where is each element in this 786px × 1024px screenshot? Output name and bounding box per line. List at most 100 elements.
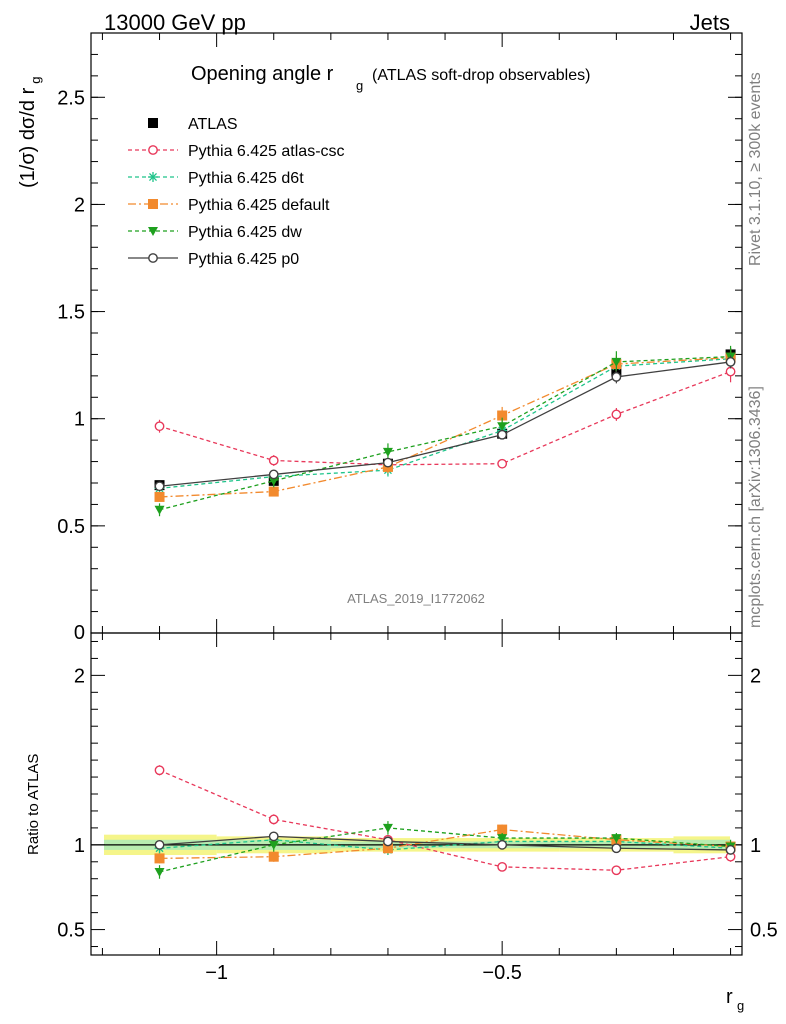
main-ylabel: (1/σ) dσ/d r g	[17, 77, 43, 189]
ratio-point	[497, 834, 508, 844]
legend: ATLAS Pythia 6.425 atlas-csc Pythia 6.425 …	[128, 116, 345, 268]
series-line	[159, 361, 731, 487]
data-point	[611, 409, 622, 420]
legend-label: Pythia 6.425 d6t	[188, 170, 304, 187]
title-main: Opening angle r	[191, 63, 334, 85]
data-point	[268, 486, 279, 497]
data-point	[497, 410, 508, 421]
header-right: Jets	[690, 10, 730, 35]
y-tick-label-right: 0.5	[750, 920, 778, 942]
x-tick-label: −0.5	[482, 962, 521, 984]
ratio-point	[268, 831, 279, 842]
legend-entry: Pythia 6.425 d6t	[128, 170, 304, 187]
legend-label: ATLAS	[188, 116, 238, 133]
ratio-line	[159, 769, 731, 871]
ratio-line	[159, 835, 731, 851]
data-point	[154, 491, 165, 502]
y-tick-label: 1	[74, 835, 85, 857]
ratio-line	[159, 827, 731, 873]
ratio-point	[725, 845, 736, 855]
legend-marker	[148, 172, 158, 182]
legend-label: Pythia 6.425 dw	[188, 224, 302, 241]
ratio-point	[497, 861, 508, 872]
ratio-point	[154, 853, 165, 864]
data-point	[725, 366, 736, 377]
legend-entry: Pythia 6.425 p0	[128, 251, 299, 268]
series-line	[159, 370, 731, 466]
ratio-point	[383, 836, 393, 847]
data-point	[611, 372, 622, 382]
xlabel-text: r	[726, 986, 733, 1008]
ratio-point	[611, 834, 622, 844]
y-tick-label: 2	[74, 665, 85, 687]
data-point	[382, 447, 393, 457]
main-ylabel-text: (1/σ) dσ/d r	[17, 87, 39, 188]
main-panel: 0.5 1 1.5 2 2.5 0	[57, 32, 743, 644]
legend-label: Pythia 6.425 atlas-csc	[188, 143, 345, 160]
ratio-point	[268, 840, 279, 850]
legend-entry: Pythia 6.425 default	[128, 197, 330, 214]
series-pythia-6-425-d6t	[154, 350, 736, 494]
series-pythia-6-425-dw	[154, 345, 736, 517]
series-line	[159, 355, 731, 511]
rivet-version-label: Rivet 3.1.10, ≥ 300k events	[747, 72, 764, 266]
data-point	[268, 476, 279, 486]
y-tick-label: 1	[74, 409, 85, 431]
plot-frame	[90, 632, 743, 956]
ratio-point	[382, 823, 393, 833]
ratio-point	[382, 843, 393, 854]
legend-marker	[148, 227, 158, 236]
ratio-series-pythia-6-425-p0	[154, 831, 736, 855]
ratio-point	[497, 839, 508, 850]
data-point	[154, 481, 165, 492]
data-point	[497, 429, 508, 440]
legend-marker	[148, 145, 158, 155]
legend-marker	[148, 118, 158, 128]
title-paren: (ATLAS soft-drop observables)	[372, 67, 590, 84]
data-point	[268, 469, 279, 480]
data-point	[497, 458, 508, 469]
series-pythia-6-425-p0	[154, 355, 736, 492]
ratio-point	[154, 839, 165, 850]
y-tick-label: 2.5	[57, 87, 85, 109]
chart-title: Opening angle r g (ATLAS soft-drop obser…	[191, 63, 590, 93]
ratio-point	[268, 814, 279, 825]
x-tick-label: −1	[205, 962, 228, 984]
y-tick-label: 1.5	[57, 302, 85, 324]
data-point	[154, 421, 165, 432]
legend-label: Pythia 6.425 default	[188, 197, 330, 214]
ratio-series-pythia-6-425-atlas-csc	[154, 765, 736, 876]
y-tick-label-right: 1	[750, 835, 761, 857]
y-tick-label: 0	[74, 622, 85, 644]
ratio-point	[611, 843, 622, 854]
series-atlas	[154, 348, 736, 491]
legend-entry: ATLAS	[148, 116, 238, 133]
data-point	[497, 422, 508, 432]
ratio-panel: 0.5 0.5 1 1 2 2 −1 −0.5	[57, 632, 778, 984]
data-point	[611, 357, 622, 367]
main-ylabel-sub: g	[28, 77, 43, 84]
legend-entry: Pythia 6.425 dw	[128, 224, 302, 241]
ratio-series-pythia-6-425-dw	[154, 821, 736, 879]
legend-marker	[148, 199, 158, 209]
xlabel: r g	[726, 986, 744, 1013]
title-sub: g	[356, 78, 363, 93]
ratio-point	[154, 867, 165, 877]
legend-label: Pythia 6.425 p0	[188, 251, 299, 268]
series-pythia-6-425-default	[154, 349, 736, 502]
analysis-watermark: ATLAS_2019_I1772062	[347, 591, 485, 606]
y-tick-label: 2	[74, 194, 85, 216]
series-line	[159, 356, 731, 498]
ratio-point	[268, 851, 279, 862]
y-tick-label: 0.5	[57, 920, 85, 942]
legend-marker	[148, 253, 158, 263]
header-left: 13000 GeV pp	[104, 10, 246, 35]
y-tick-label: 0.5	[57, 516, 85, 538]
xlabel-sub: g	[737, 998, 744, 1013]
ratio-line	[159, 839, 731, 851]
series-pythia-6-425-atlas-csc	[154, 360, 736, 470]
series-line	[159, 358, 731, 490]
data-point	[725, 357, 736, 367]
ratio-point	[497, 824, 508, 835]
